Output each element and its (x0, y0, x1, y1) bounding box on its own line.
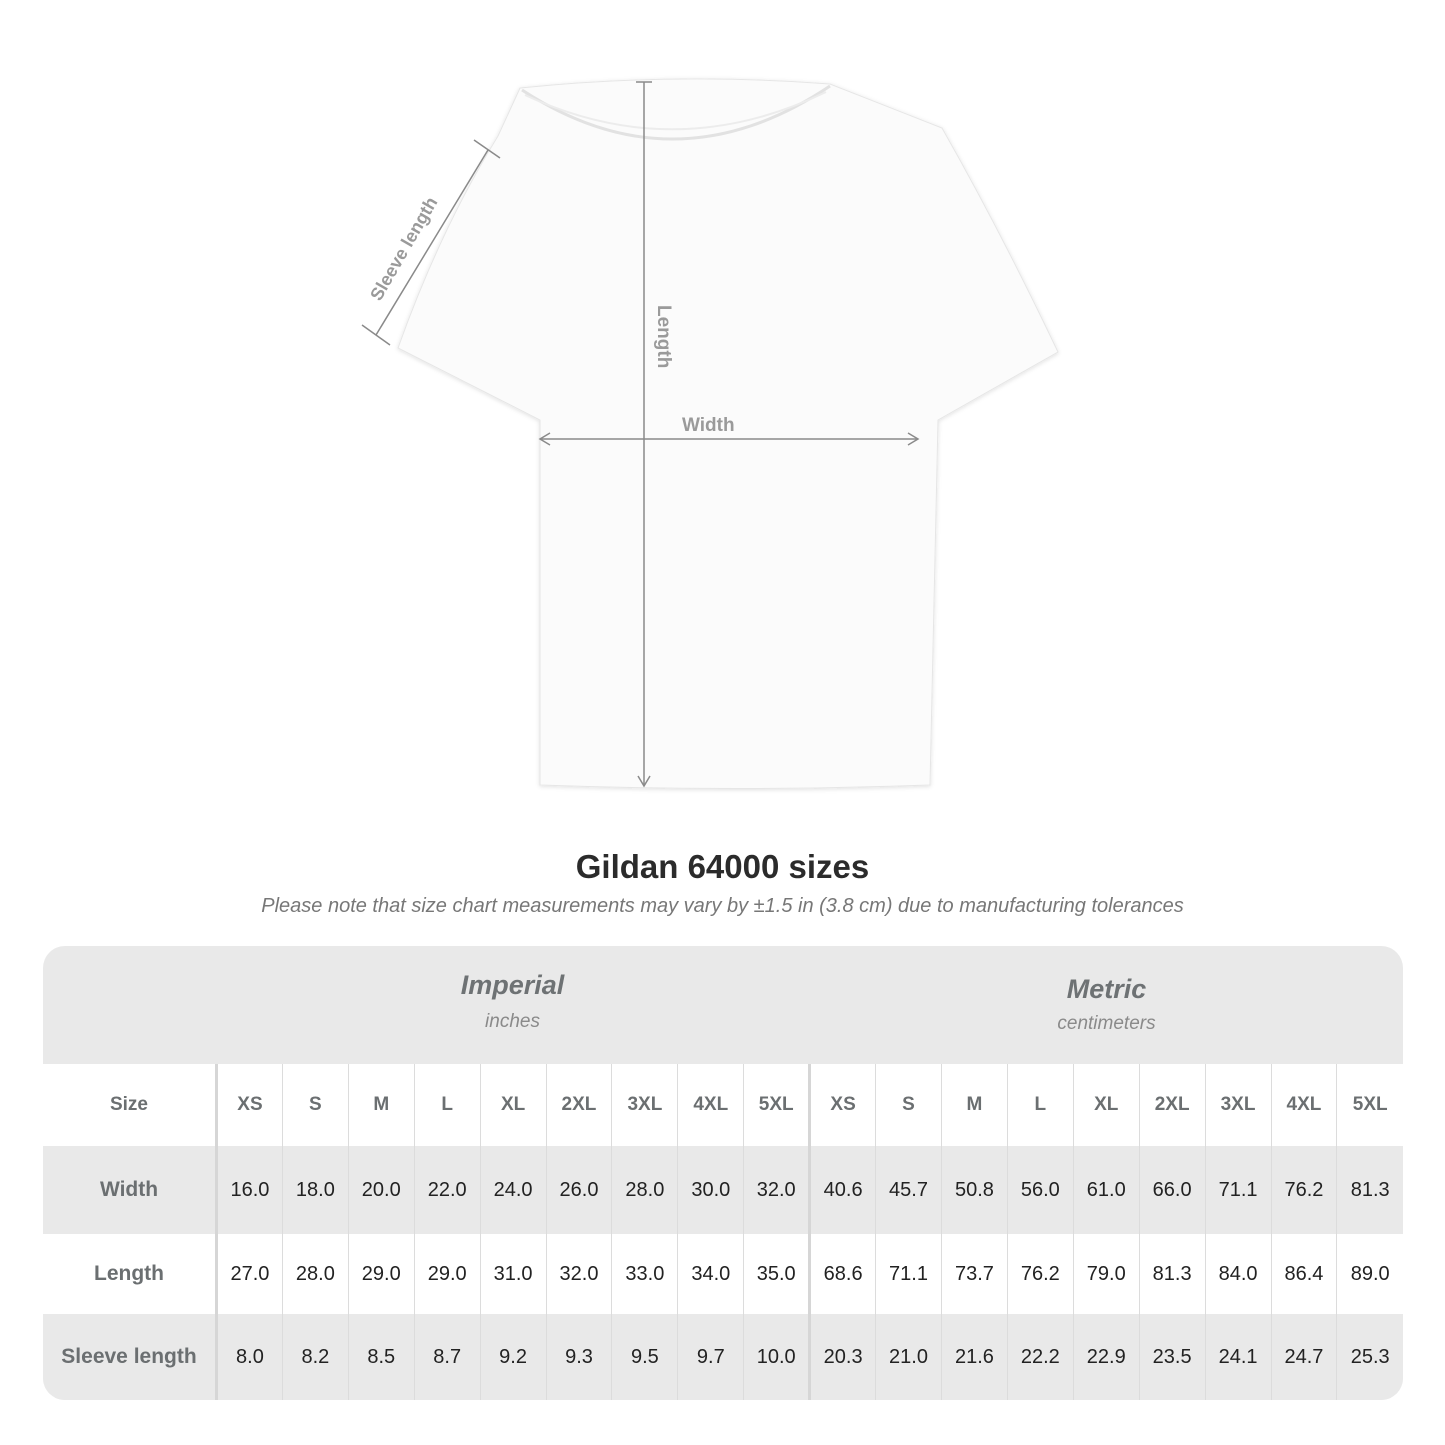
length-label: Length (653, 305, 674, 368)
imperial-size-5xl: 5XL (743, 1064, 810, 1146)
width-label: Width (682, 415, 735, 436)
page-title: Gildan 64000 sizes (575, 848, 870, 885)
imperial-value: 27.0 (216, 1234, 283, 1314)
imperial-header: Imperial inches (215, 946, 810, 1064)
imperial-size-4xl: 4XL (677, 1064, 744, 1146)
metric-size-l: L (1006, 1064, 1074, 1146)
imperial-value: 29.0 (347, 1234, 415, 1314)
imperial-value: 8.7 (413, 1314, 481, 1400)
metric-value: 24.1 (1204, 1314, 1271, 1400)
imperial-value: 22.0 (413, 1146, 481, 1234)
row-label: Width (43, 1146, 218, 1234)
table-row: Sleeve length 8.0 8.2 8.5 8.7 9.2 9.3 9.5 9.7 10.… (43, 1314, 1403, 1400)
imperial-value: 8.0 (216, 1314, 283, 1400)
imperial-value: 33.0 (611, 1234, 678, 1314)
metric-size-m: M (940, 1064, 1008, 1146)
imperial-value: 16.0 (216, 1146, 283, 1234)
table-row: Length 27.0 28.0 29.0 29.0 31.0 32.0 33.0 34.0 35… (43, 1234, 1403, 1314)
metric-value: 81.3 (1138, 1234, 1206, 1314)
imperial-value: 32.0 (743, 1146, 810, 1234)
imperial-value: 29.0 (413, 1234, 481, 1314)
metric-value: 71.1 (1204, 1146, 1271, 1234)
imperial-value: 8.5 (347, 1314, 415, 1400)
imperial-value: 18.0 (281, 1146, 349, 1234)
row-label: Length (43, 1234, 218, 1314)
imperial-size-xl: XL (479, 1064, 547, 1146)
imperial-value: 30.0 (677, 1146, 744, 1234)
imperial-size-m: M (347, 1064, 415, 1146)
metric-value: 79.0 (1072, 1234, 1140, 1314)
imperial-size-2xl: 2XL (545, 1064, 612, 1146)
metric-value: 73.7 (940, 1234, 1008, 1314)
imperial-size-3xl: 3XL (611, 1064, 678, 1146)
metric-value: 76.2 (1006, 1234, 1074, 1314)
metric-size-4xl: 4XL (1270, 1064, 1337, 1146)
metric-value: 21.6 (940, 1314, 1008, 1400)
metric-value: 23.5 (1138, 1314, 1206, 1400)
metric-unit: centimeters (1057, 1013, 1156, 1034)
imperial-value: 28.0 (611, 1146, 678, 1234)
measure-lines (361, 81, 920, 788)
tshirt-diagram: Sleeve length Length Width (361, 78, 1059, 789)
imperial-value: 8.2 (281, 1314, 349, 1400)
metric-title: Metric (1066, 974, 1147, 1004)
imperial-value: 35.0 (743, 1234, 810, 1314)
imperial-value: 28.0 (281, 1234, 349, 1314)
metric-value: 50.8 (940, 1146, 1008, 1234)
metric-value: 22.9 (1072, 1314, 1140, 1400)
metric-value: 20.3 (808, 1314, 876, 1400)
imperial-value: 34.0 (677, 1234, 744, 1314)
metric-value: 84.0 (1204, 1234, 1271, 1314)
imperial-value: 9.5 (611, 1314, 678, 1400)
metric-value: 25.3 (1336, 1314, 1403, 1400)
imperial-value: 31.0 (479, 1234, 547, 1314)
imperial-value: 20.0 (347, 1146, 415, 1234)
metric-header: Metric centimeters (810, 946, 1403, 1064)
tshirt-collar (521, 84, 831, 141)
size-table-card: Imperial inches Metric centimeters Size X… (43, 946, 1403, 1400)
imperial-value: 9.3 (545, 1314, 612, 1400)
metric-size-5xl: 5XL (1336, 1064, 1403, 1146)
metric-value: 24.7 (1270, 1314, 1337, 1400)
tolerance-note: Please note that size chart measurements… (261, 895, 1184, 917)
tshirt-shape (397, 78, 1059, 789)
imperial-size-s: S (281, 1064, 349, 1146)
metric-size-3xl: 3XL (1204, 1064, 1271, 1146)
imperial-value: 9.2 (479, 1314, 547, 1400)
imperial-value: 9.7 (677, 1314, 744, 1400)
row-label: Sleeve length (43, 1314, 218, 1400)
metric-value: 68.6 (808, 1234, 876, 1314)
metric-value: 21.0 (875, 1314, 942, 1400)
table-header-row: Size XS S M L XL 2XL 3XL 4XL 5XL XS S M L XL 2XL 3XL 4XL 5… (43, 1064, 1403, 1146)
metric-value: 76.2 (1270, 1146, 1337, 1234)
metric-size-2xl: 2XL (1138, 1064, 1206, 1146)
metric-value: 45.7 (875, 1146, 942, 1234)
imperial-size-xs: XS (216, 1064, 283, 1146)
table-row: Width 16.0 18.0 20.0 22.0 24.0 26.0 28.0 30.0 32.… (43, 1146, 1403, 1234)
imperial-size-l: L (413, 1064, 481, 1146)
imperial-title: Imperial (460, 970, 565, 1000)
imperial-value: 32.0 (545, 1234, 612, 1314)
metric-size-xl: XL (1072, 1064, 1140, 1146)
metric-size-xs: XS (808, 1064, 876, 1146)
metric-value: 66.0 (1138, 1146, 1206, 1234)
metric-size-s: S (875, 1064, 942, 1146)
metric-value: 56.0 (1006, 1146, 1074, 1234)
metric-value: 86.4 (1270, 1234, 1337, 1314)
metric-value: 71.1 (875, 1234, 942, 1314)
metric-value: 40.6 (808, 1146, 876, 1234)
metric-value: 89.0 (1336, 1234, 1403, 1314)
metric-value: 22.2 (1006, 1314, 1074, 1400)
size-header: Size (43, 1064, 218, 1146)
imperial-unit: inches (485, 1011, 540, 1032)
size-table: Size XS S M L XL 2XL 3XL 4XL 5XL XS S M L XL 2XL 3XL 4XL 5… (43, 1064, 1403, 1400)
imperial-value: 10.0 (743, 1314, 810, 1400)
imperial-value: 24.0 (479, 1146, 547, 1234)
metric-value: 61.0 (1072, 1146, 1140, 1234)
imperial-value: 26.0 (545, 1146, 612, 1234)
metric-value: 81.3 (1336, 1146, 1403, 1234)
